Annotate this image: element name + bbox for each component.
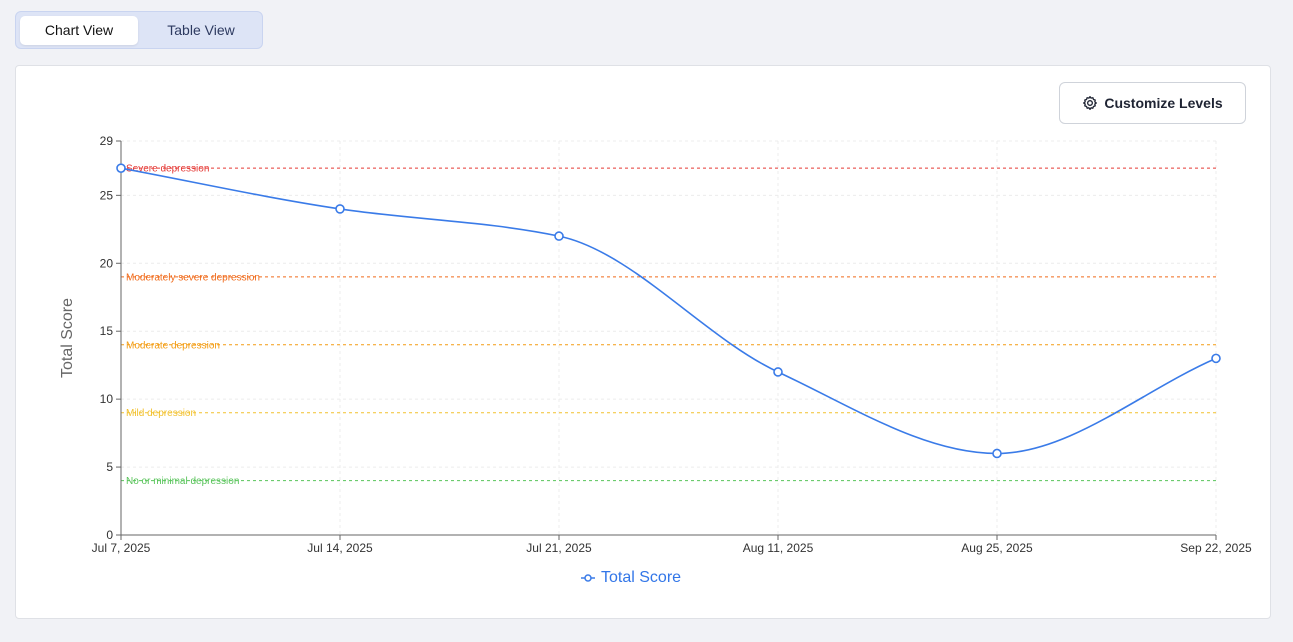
reference-line-label: No or minimal depression [126, 476, 239, 487]
x-tick-label: Jul 7, 2025 [92, 541, 151, 555]
y-tick-label: 0 [106, 528, 113, 542]
series-line-total-score [120, 167, 1217, 455]
data-point [116, 163, 126, 173]
reference-line-label: Moderate depression [126, 340, 220, 351]
tab-table-view[interactable]: Table View [167, 22, 235, 38]
data-point [773, 367, 783, 377]
customize-levels-label: Customize Levels [1104, 95, 1223, 111]
customize-levels-button[interactable]: Customize Levels [1059, 82, 1246, 124]
data-point [554, 231, 564, 241]
legend-line-icon [581, 574, 595, 582]
tab-chart-view[interactable]: Chart View [20, 16, 138, 45]
line-chart: Severe depression Moderately severe depre… [59, 134, 1252, 555]
legend-label: Total Score [601, 569, 682, 586]
reference-line-label: Moderately severe depression [126, 272, 260, 283]
chart-card: Customize Levels Severe depression Modera… [15, 65, 1271, 619]
y-tick-label: 15 [100, 324, 114, 338]
y-tick-label: 5 [106, 460, 113, 474]
view-toggle: Chart View Table View [15, 11, 263, 49]
legend-item-total-score[interactable]: Total Score [581, 568, 681, 588]
y-axis-label: Total Score [59, 298, 76, 378]
x-tick-label: Sep 22, 2025 [1180, 541, 1252, 555]
x-tick-label: Aug 25, 2025 [961, 541, 1033, 555]
x-tick-label: Jul 14, 2025 [307, 541, 373, 555]
reference-line-label: Severe depression [126, 164, 209, 175]
data-point [335, 204, 345, 214]
data-point [1211, 353, 1221, 364]
data-point [992, 448, 1002, 459]
x-tick-label: Aug 11, 2025 [743, 541, 814, 555]
y-tick-label: 29 [100, 134, 114, 148]
reference-line-label: Mild depression [126, 408, 196, 419]
y-tick-label: 20 [100, 256, 114, 270]
y-tick-label: 10 [100, 392, 114, 406]
gear-icon [1082, 95, 1098, 111]
y-tick-label: 25 [100, 188, 114, 202]
x-tick-label: Jul 21, 2025 [526, 541, 592, 555]
